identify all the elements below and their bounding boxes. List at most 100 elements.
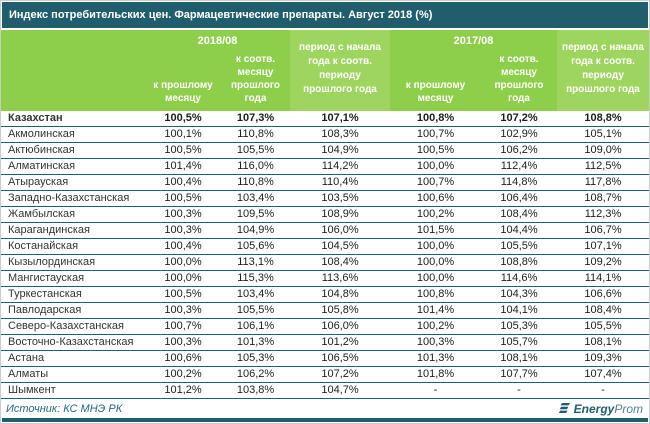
table-row: Восточно-Казахстанская 100,3% 101,3% 101…: [1, 335, 649, 351]
value-2017-yoy: 106,2%: [500, 144, 538, 156]
column-header-2018-ytd: период с начала года к соотв. периоду пр…: [290, 30, 390, 111]
value-2018-ytd: 107,1%: [321, 112, 359, 124]
value-2017-yoy: 112,4%: [500, 160, 538, 172]
value-2018-yoy: 106,1%: [236, 320, 275, 332]
value-2018-month: 100,6%: [164, 352, 202, 364]
value-2017-month: 101,3%: [416, 352, 455, 364]
value-2017-month: -: [433, 384, 438, 396]
value-2018-yoy: 103,4%: [236, 288, 275, 300]
value-2017-month: 100,6%: [416, 192, 455, 204]
value-2017-month: 101,4%: [416, 304, 455, 316]
value-2018-ytd: 108,9%: [321, 208, 359, 220]
value-2017-yoy: 104,4%: [500, 224, 538, 236]
bottom-accent-bar: [2, 418, 648, 422]
value-2017-ytd: 108,7%: [584, 192, 622, 204]
region-name: Восточно-Казахстанская: [8, 336, 134, 348]
region-column-header: [1, 30, 145, 111]
value-2018-ytd: 106,0%: [321, 320, 359, 332]
value-2017-yoy: 108,4%: [500, 208, 538, 220]
value-2018-yoy: 103,8%: [236, 384, 275, 396]
table-row: Акмолинская 100,1% 110,8% 108,3% 100,7% …: [1, 127, 649, 143]
value-2017-yoy: 105,5%: [500, 240, 538, 252]
energyprom-bars-icon: [558, 402, 571, 415]
table-row: Карагандинская 100,3% 104,9% 106,0% 101,…: [1, 223, 649, 239]
value-2017-yoy: 104,3%: [500, 288, 538, 300]
value-2018-yoy: 103,4%: [236, 192, 275, 204]
table-row: Жамбылская 100,3% 109,5% 108,9% 100,2% 1…: [1, 207, 649, 223]
value-2018-ytd: 114,2%: [321, 160, 359, 172]
value-2018-ytd: 106,0%: [321, 224, 359, 236]
value-2017-yoy: 107,7%: [500, 368, 538, 380]
table-row: Туркестанская 100,5% 103,4% 104,8% 100,8…: [1, 287, 649, 303]
value-2017-ytd: 107,1%: [584, 240, 622, 252]
region-name: Мангистауская: [8, 272, 85, 284]
table-row: Шымкент 101,2% 103,8% 104,7% - - -: [1, 383, 649, 399]
region-name: Астана: [8, 352, 45, 364]
table-body: Казахстан 100,5% 107,3% 107,1% 100,8% 10…: [1, 111, 649, 399]
value-2018-ytd: 101,2%: [321, 336, 359, 348]
value-2017-ytd: 112,5%: [584, 160, 622, 172]
value-2017-yoy: 102,9%: [500, 128, 538, 140]
region-name: Павлодарская: [8, 304, 82, 316]
value-2017-month: 100,3%: [416, 336, 455, 348]
value-2017-month: 100,7%: [416, 176, 455, 188]
value-2017-yoy: 104,1%: [500, 304, 538, 316]
value-2017-month: 100,0%: [416, 272, 455, 284]
value-2018-month: 101,4%: [164, 160, 202, 172]
region-name: Западно-Казахстанская: [8, 192, 130, 204]
value-2018-yoy: 116,0%: [237, 160, 274, 172]
region-name: Алматинская: [8, 160, 76, 172]
value-2018-yoy: 104,9%: [236, 224, 275, 236]
value-2018-month: 100,3%: [164, 336, 202, 348]
value-2017-month: 100,0%: [416, 256, 455, 268]
region-name: Кызылординская: [8, 256, 96, 268]
region-name: Жамбылская: [8, 208, 76, 220]
region-name: Туркестанская: [8, 288, 82, 300]
value-2018-month: 100,7%: [164, 320, 202, 332]
value-2017-ytd: 117,8%: [584, 176, 622, 188]
value-2017-month: 100,7%: [416, 128, 455, 140]
value-2018-yoy: 107,3%: [236, 112, 275, 124]
value-2017-yoy: 107,2%: [500, 112, 538, 124]
value-2017-ytd: 106,7%: [584, 224, 622, 236]
table-row: Атырауская 100,4% 110,8% 110,4% 100,7% 1…: [1, 175, 649, 191]
value-2017-ytd: -: [601, 384, 605, 396]
value-2018-month: 100,4%: [164, 240, 202, 252]
value-2017-month: 100,0%: [416, 240, 455, 252]
value-2017-ytd: 108,8%: [584, 112, 622, 124]
value-2017-ytd: 112,3%: [584, 208, 622, 220]
value-2018-ytd: 106,5%: [321, 352, 359, 364]
value-2017-yoy: 106,4%: [500, 192, 538, 204]
region-name: Костанайская: [8, 240, 79, 252]
value-2018-month: 100,1%: [164, 128, 202, 140]
column-header-2017-yoy: к соотв. месяцу прошлого года: [494, 54, 544, 104]
region-name: Алматы: [8, 368, 49, 380]
table-row: Кызылординская 100,0% 113,1% 108,4% 100,…: [1, 255, 649, 271]
value-2018-ytd: 108,4%: [321, 256, 359, 268]
value-2018-ytd: 108,3%: [321, 128, 359, 140]
value-2017-yoy: 108,8%: [500, 256, 538, 268]
value-2017-month: 101,8%: [416, 368, 455, 380]
value-2017-month: 100,2%: [416, 320, 455, 332]
region-name: Акмолинская: [8, 128, 75, 140]
region-name: Карагандинская: [8, 224, 90, 236]
logo-text-prom: Prom: [614, 401, 643, 416]
value-2017-yoy: 105,3%: [500, 320, 538, 332]
value-2018-month: 100,3%: [164, 224, 202, 236]
value-2017-month: 100,8%: [416, 288, 455, 300]
value-2018-month: 100,4%: [164, 176, 202, 188]
value-2017-month: 101,5%: [416, 224, 455, 236]
value-2017-ytd: 109,0%: [584, 144, 622, 156]
value-2017-yoy: 114,8%: [500, 176, 538, 188]
logo-text-energy: Energy: [573, 401, 615, 416]
region-name: Казахстан: [8, 112, 63, 124]
value-2018-month: 100,5%: [164, 192, 202, 204]
footer: Источник: КС МНЭ РК EnergyProm: [1, 399, 649, 418]
value-2017-month: 100,8%: [416, 112, 455, 124]
value-2017-ytd: 109,3%: [584, 352, 622, 364]
table-row: Мангистауская 100,0% 115,3% 113,6% 100,0…: [1, 271, 649, 287]
value-2018-ytd: 105,8%: [321, 304, 359, 316]
value-2017-month: 100,5%: [416, 144, 455, 156]
table-row: Северо-Казахстанская 100,7% 106,1% 106,0…: [1, 319, 649, 335]
value-2017-yoy: 114,6%: [500, 272, 538, 284]
